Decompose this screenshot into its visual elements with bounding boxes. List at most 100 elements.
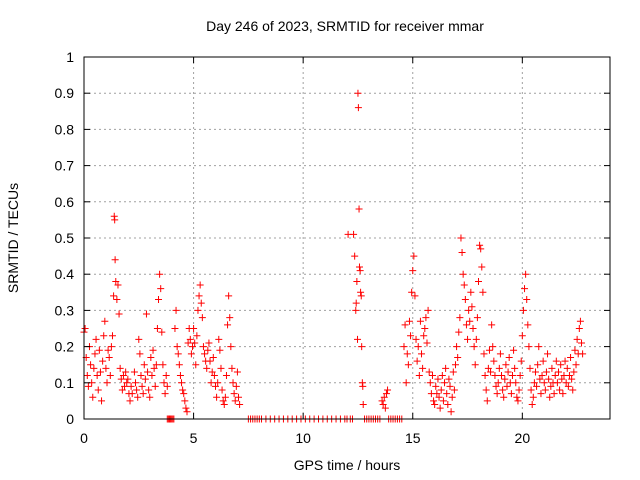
data-point (517, 357, 525, 365)
data-point (432, 382, 440, 390)
data-point (173, 343, 181, 351)
data-points (80, 89, 587, 423)
data-point (570, 368, 578, 376)
data-point (127, 382, 135, 390)
x-tick-label: 15 (405, 430, 421, 446)
data-point (420, 332, 428, 340)
data-point (119, 372, 127, 380)
data-point (423, 339, 431, 347)
data-point (575, 325, 583, 332)
data-point (503, 382, 511, 390)
data-point (144, 368, 152, 376)
data-point (188, 343, 196, 351)
data-point (553, 379, 561, 387)
data-point (559, 390, 567, 398)
data-point (567, 353, 575, 361)
data-point (569, 386, 577, 394)
data-point (498, 372, 506, 380)
data-point (352, 306, 360, 314)
data-point (413, 357, 421, 365)
data-point (191, 339, 199, 347)
y-tick-label: 0.9 (55, 85, 75, 101)
y-tick-label: 0.2 (55, 339, 75, 355)
data-point (422, 314, 430, 322)
data-point (481, 372, 489, 380)
data-point (354, 89, 362, 97)
data-point (412, 335, 420, 343)
data-point (190, 325, 198, 332)
data-point (563, 364, 571, 372)
data-point (354, 104, 362, 112)
data-point (378, 397, 386, 405)
data-point (501, 375, 509, 383)
data-point (199, 343, 207, 351)
data-point (576, 317, 584, 325)
data-point (526, 364, 534, 372)
data-point (132, 379, 140, 387)
data-point (487, 368, 495, 376)
data-point (359, 382, 367, 390)
data-point (430, 397, 438, 405)
x-axis-label: GPS time / hours (294, 457, 401, 473)
data-point (411, 292, 419, 300)
data-point (478, 263, 486, 271)
x-tick-label: 5 (190, 430, 198, 446)
data-point (507, 390, 515, 398)
data-point (495, 364, 503, 372)
data-point (87, 361, 95, 369)
data-point (496, 350, 504, 358)
x-tick-label: 0 (80, 430, 88, 446)
data-point (540, 379, 548, 387)
data-point (174, 350, 182, 358)
data-point (114, 281, 122, 289)
data-point (445, 375, 453, 383)
data-point (137, 372, 145, 380)
data-point (447, 408, 455, 416)
data-point (218, 386, 226, 394)
data-point (568, 375, 576, 383)
data-point (210, 372, 218, 380)
data-point (207, 379, 215, 387)
data-point (421, 325, 429, 332)
data-point (353, 277, 361, 285)
y-tick-label: 0.6 (55, 194, 75, 210)
data-point (490, 357, 498, 365)
data-point (147, 353, 155, 361)
data-point (193, 332, 201, 340)
data-point (523, 296, 531, 304)
data-point (101, 317, 109, 325)
data-point (379, 401, 387, 409)
data-point (121, 382, 129, 390)
data-point (492, 382, 500, 390)
y-tick-label: 1 (66, 49, 74, 65)
data-point (521, 285, 529, 293)
data-point (145, 386, 153, 394)
data-point (514, 397, 522, 405)
data-point (357, 292, 365, 300)
data-point (151, 382, 159, 390)
data-point (528, 401, 536, 409)
data-point (482, 386, 490, 394)
data-point (216, 346, 224, 354)
data-point (505, 353, 513, 361)
data-point (578, 339, 586, 347)
data-point (176, 372, 184, 380)
data-point (141, 375, 149, 383)
data-point (536, 375, 544, 383)
data-point (140, 361, 148, 369)
data-point (201, 350, 209, 358)
data-point (106, 372, 114, 380)
data-point (548, 364, 556, 372)
data-point (467, 288, 475, 296)
data-point (161, 390, 169, 398)
data-point (195, 292, 203, 300)
data-point (515, 386, 523, 394)
data-point (459, 270, 467, 278)
data-point (485, 346, 493, 354)
data-point (522, 270, 530, 278)
data-point (123, 379, 131, 387)
data-point (451, 361, 459, 369)
data-point (494, 379, 502, 387)
data-point (136, 350, 144, 358)
data-point (179, 386, 187, 394)
